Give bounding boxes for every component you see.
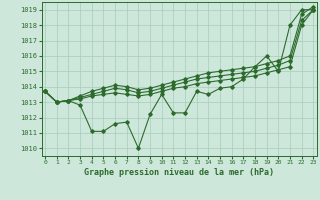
X-axis label: Graphe pression niveau de la mer (hPa): Graphe pression niveau de la mer (hPa)	[84, 168, 274, 177]
